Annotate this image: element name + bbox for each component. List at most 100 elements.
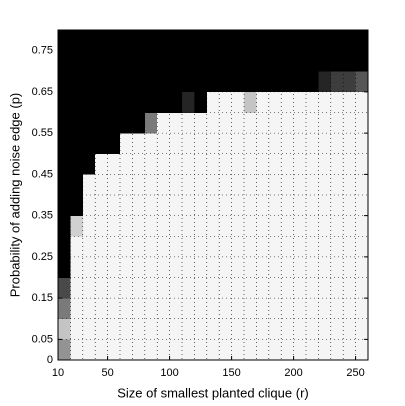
- heatmap-cell: [58, 215, 71, 237]
- heatmap-cell: [293, 91, 307, 113]
- heatmap-cell: [107, 50, 121, 72]
- heatmap-cell: [244, 133, 257, 155]
- heatmap-cell: [355, 195, 369, 216]
- heatmap-cell: [244, 256, 257, 278]
- heatmap-cell: [293, 256, 307, 278]
- heatmap-cell: [194, 133, 208, 155]
- heatmap-cell: [293, 298, 307, 320]
- heatmap-cell: [206, 91, 220, 113]
- heatmap-cell: [343, 71, 356, 93]
- heatmap-cell: [318, 112, 332, 134]
- heatmap-cell: [219, 50, 232, 72]
- heatmap-cell: [157, 112, 170, 134]
- heatmap-cell: [306, 50, 319, 72]
- x-tick-label: 100: [160, 367, 178, 379]
- heatmap-cell: [206, 318, 220, 340]
- heatmap-cell: [82, 71, 96, 93]
- heatmap-cell: [157, 30, 170, 51]
- heatmap-cell: [107, 339, 121, 361]
- heatmap-cell: [169, 174, 183, 196]
- heatmap-cell: [256, 318, 270, 340]
- y-tick-label: 0.65: [32, 86, 53, 98]
- heatmap-cell: [306, 133, 319, 155]
- heatmap-cell: [206, 298, 220, 320]
- heatmap-cell: [231, 30, 245, 51]
- heatmap-cell: [58, 236, 71, 258]
- heatmap-cell: [318, 174, 332, 196]
- x-tick-label: 150: [222, 367, 240, 379]
- heatmap-cell: [144, 91, 158, 113]
- heatmap-cell: [206, 195, 220, 216]
- heatmap-cell: [268, 277, 282, 299]
- heatmap-cell: [256, 277, 270, 299]
- heatmap-cell: [107, 30, 121, 51]
- heatmap-cell: [58, 50, 71, 72]
- x-tick-label: 250: [346, 367, 364, 379]
- heatmap-cell: [107, 298, 121, 320]
- heatmap-cell: [70, 236, 84, 258]
- heatmap-cell: [82, 256, 96, 278]
- heatmap-cell: [306, 91, 319, 113]
- heatmap-cell: [231, 256, 245, 278]
- heatmap-cell: [182, 277, 195, 299]
- heatmap-cell: [70, 50, 84, 72]
- heatmap-cell: [144, 30, 158, 51]
- heatmap-cell: [169, 112, 183, 134]
- heatmap-cell: [244, 277, 257, 299]
- heatmap-cell: [82, 91, 96, 113]
- heatmap-cell: [194, 195, 208, 216]
- heatmap-cell: [306, 339, 319, 361]
- heatmap-cell: [70, 174, 84, 196]
- heatmap-cell: [58, 30, 71, 51]
- heatmap-cell: [219, 112, 232, 134]
- heatmap-cell: [231, 215, 245, 237]
- heatmap-cell: [107, 133, 121, 155]
- heatmap-cell: [318, 91, 332, 113]
- heatmap-cell: [355, 256, 369, 278]
- heatmap-cell: [144, 256, 158, 278]
- heatmap-cell: [343, 277, 356, 299]
- heatmap-cell: [206, 153, 220, 175]
- heatmap-cell: [293, 133, 307, 155]
- heatmap-cell: [343, 91, 356, 113]
- heatmap-cell: [194, 277, 208, 299]
- heatmap-cell: [256, 215, 270, 237]
- heatmap-cell: [231, 236, 245, 258]
- heatmap-cell: [330, 71, 344, 93]
- heatmap-cell: [157, 133, 170, 155]
- heatmap-cell: [194, 71, 208, 93]
- heatmap-cell: [144, 298, 158, 320]
- heatmap-cell: [231, 174, 245, 196]
- heatmap-cell: [107, 318, 121, 340]
- y-tick-label: 0.45: [32, 168, 53, 180]
- heatmap-cell: [107, 256, 121, 278]
- heatmap-cell: [318, 30, 332, 51]
- heatmap-cell: [219, 339, 232, 361]
- heatmap-cell: [330, 236, 344, 258]
- heatmap-cell: [169, 318, 183, 340]
- heatmap-cell: [343, 112, 356, 134]
- heatmap-cell: [82, 153, 96, 175]
- heatmap-cell: [256, 50, 270, 72]
- heatmap-cell: [194, 50, 208, 72]
- heatmap-cell: [330, 153, 344, 175]
- heatmap-cell: [343, 339, 356, 361]
- heatmap-cell: [281, 91, 294, 113]
- heatmap-cell: [256, 256, 270, 278]
- heatmap-cell: [169, 215, 183, 237]
- heatmap-cell: [58, 318, 71, 340]
- heatmap-cell: [194, 215, 208, 237]
- heatmap-cell: [182, 153, 195, 175]
- heatmap-cell: [194, 91, 208, 113]
- heatmap-cell: [194, 112, 208, 134]
- heatmap-cell: [293, 174, 307, 196]
- heatmap-cell: [343, 215, 356, 237]
- heatmap-cell: [268, 298, 282, 320]
- heatmap-cell: [231, 339, 245, 361]
- heatmap-cell: [256, 153, 270, 175]
- heatmap-cell: [95, 30, 108, 51]
- heatmap-cell: [330, 256, 344, 278]
- heatmap-cell: [58, 195, 71, 216]
- heatmap-cell: [330, 30, 344, 51]
- heatmap-cell: [256, 236, 270, 258]
